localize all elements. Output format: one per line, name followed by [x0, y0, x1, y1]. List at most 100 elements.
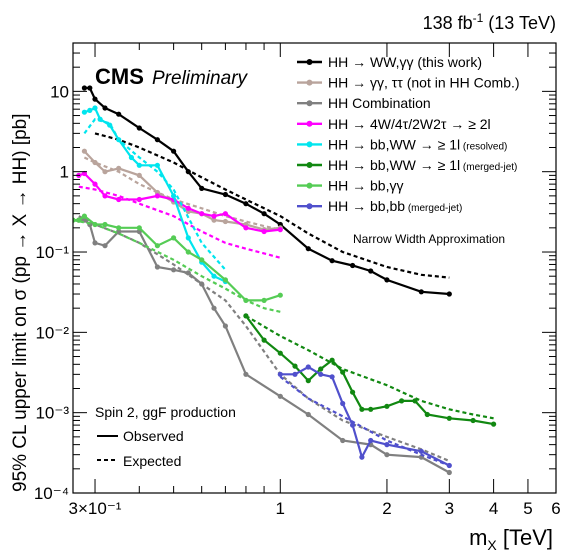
- observed-point-4-0: [81, 109, 87, 115]
- legend-label-text-5: HH → bb,WW → ≥ 1l: [328, 157, 460, 173]
- observed-point-4-8: [154, 162, 160, 168]
- observed-point-2-16: [340, 437, 346, 444]
- observed-point-3-2: [92, 181, 98, 187]
- observed-point-2-13: [243, 371, 249, 377]
- observed-point-6-6: [136, 225, 142, 231]
- series-6: [73, 213, 283, 313]
- observed-point-4-2: [92, 105, 98, 111]
- observed-line-5: [245, 315, 494, 426]
- observed-point-2-14: [277, 393, 283, 399]
- observed-point-0-20: [446, 291, 452, 297]
- observed-point-5-12: [399, 398, 405, 404]
- observed-point-2-8: [171, 267, 177, 273]
- legend-entry-5: HH → bb,WW → ≥ 1l (merged-jet): [297, 157, 517, 173]
- observed-point-0-1: [87, 85, 93, 91]
- observed-point-4-6: [128, 154, 134, 161]
- lumi-label: 138 fb-1 (13 TeV): [423, 11, 556, 33]
- observed-point-0-15: [329, 258, 335, 264]
- observed-point-2-15: [305, 411, 311, 418]
- legend2-title: Spin 2, ggF production: [95, 404, 236, 420]
- observed-point-6-11: [222, 277, 228, 283]
- observed-point-5-1: [261, 337, 267, 343]
- legend-marker-7: [306, 203, 313, 210]
- legend-label-3: HH → 4W/4τ/2W2τ → ≥ 2l: [328, 116, 491, 132]
- x-tick-label-5: 5: [523, 499, 532, 518]
- observed-point-0-6: [154, 137, 160, 143]
- observed-point-6-9: [185, 249, 191, 255]
- observed-point-0-9: [199, 185, 205, 191]
- legend-label-7: HH → bb,bb (merged-jet): [328, 198, 462, 214]
- observed-point-3-5: [136, 196, 142, 203]
- observed-point-3-11: [222, 211, 228, 217]
- observed-point-6-2: [81, 213, 87, 219]
- observed-point-0-12: [261, 211, 267, 217]
- legend-label-text-6: HH → bb,γγ: [328, 178, 403, 194]
- x-tick-label-0: 3×10⁻¹: [69, 499, 122, 518]
- legend-label-text-0: HH → WW,γγ (this work): [328, 54, 482, 70]
- legend2-observed-label: Observed: [123, 428, 184, 444]
- observed-point-6-1: [76, 217, 82, 223]
- observed-point-1-0: [81, 148, 87, 154]
- observed-point-7-7: [359, 454, 365, 460]
- y-tick-label-0: 10: [50, 82, 69, 101]
- observed-point-5-17: [491, 421, 497, 427]
- legend-label-text-3: HH → 4W/4τ/2W2τ → ≥ 2l: [328, 116, 491, 132]
- observed-point-7-8: [368, 437, 374, 444]
- observed-point-5-5: [318, 366, 324, 372]
- x-axis-title-unit: [TeV]: [497, 525, 553, 550]
- legend-label-text-2: HH Combination: [328, 95, 431, 111]
- legend-label-suffix-4: (resolved): [460, 141, 507, 152]
- series-7: [277, 364, 452, 469]
- legend-entry-1: HH → γγ, ττ (not in HH Comb.): [297, 75, 520, 91]
- observed-point-7-5: [340, 400, 346, 407]
- observed-point-7-4: [329, 374, 335, 380]
- observed-point-0-18: [384, 277, 390, 283]
- observed-point-4-4: [107, 122, 113, 128]
- observed-point-4-10: [185, 235, 191, 241]
- observed-point-5-8: [350, 389, 356, 395]
- text-group: 3×10⁻¹ 1 2 3 4 5 6 10 1 10⁻¹ 10⁻² 10⁻³ 10⁻⁴ 138 fb-1 …: [10, 11, 561, 553]
- x-tick-label-6: 6: [551, 499, 560, 518]
- axes-group: [73, 42, 557, 494]
- observed-point-0-7: [171, 148, 177, 154]
- observed-point-6-12: [243, 297, 249, 303]
- observed-line-7: [280, 365, 450, 467]
- x-axis-title: mX [TeV]: [469, 525, 553, 553]
- observed-point-5-6: [329, 357, 335, 363]
- observed-point-3-8: [185, 205, 191, 211]
- x-tick-label-3: 3: [445, 499, 454, 518]
- y-axis-title: 95% CL upper limit on σ (pp → X → HH) [p…: [10, 114, 31, 493]
- observed-point-2-4: [102, 243, 108, 249]
- observed-point-0-8: [185, 169, 191, 175]
- lumi-value: 138 fb: [423, 13, 473, 33]
- y-tick-label-1: 1: [60, 163, 69, 182]
- observed-point-6-8: [171, 235, 177, 241]
- observed-point-2-18: [384, 452, 390, 458]
- series-0: [81, 85, 452, 297]
- observed-point-5-16: [470, 417, 476, 424]
- lumi-exponent: -1: [473, 11, 484, 25]
- observed-point-3-1: [81, 170, 87, 177]
- observed-point-0-14: [305, 246, 311, 252]
- legend-marker-6: [306, 182, 313, 189]
- observed-point-2-9: [185, 270, 191, 276]
- legend-label-suffix-5: (merged-jet): [460, 162, 517, 173]
- observed-point-4-1: [87, 107, 93, 113]
- legend-marker-2: [306, 100, 313, 107]
- legend-entry-7: HH → bb,bb (merged-jet): [297, 198, 462, 214]
- legend-label-suffix-7: (merged-jet): [405, 203, 462, 214]
- legend-label-2: HH Combination: [328, 95, 431, 111]
- plot-frame: [72, 42, 557, 494]
- observed-point-1-10: [222, 218, 228, 225]
- observed-point-6-14: [277, 292, 283, 298]
- observed-point-2-3: [92, 240, 98, 246]
- expected-line-7: [279, 375, 450, 467]
- observed-point-1-3: [116, 165, 122, 171]
- observed-point-0-5: [136, 125, 142, 131]
- observed-point-4-12: [211, 273, 217, 279]
- legend-entry-4: HH → bb,WW → ≥ 1l (resolved): [297, 136, 507, 152]
- observed-point-1-1: [92, 159, 98, 166]
- observed-point-0-10: [222, 191, 228, 198]
- x-tick-label-4: 4: [489, 499, 498, 518]
